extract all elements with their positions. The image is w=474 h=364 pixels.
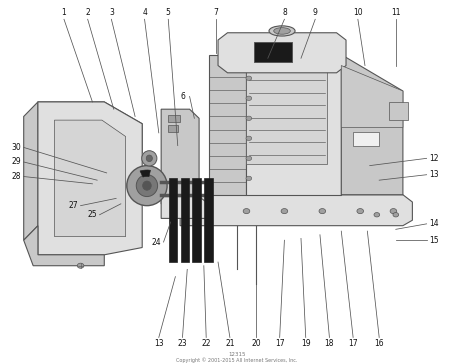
Text: 29: 29 [12, 158, 21, 166]
Text: 8: 8 [282, 8, 287, 17]
Text: 5: 5 [166, 8, 171, 17]
Polygon shape [38, 102, 142, 255]
Polygon shape [24, 102, 38, 240]
Text: 7: 7 [213, 8, 218, 17]
Polygon shape [341, 66, 403, 127]
Text: 3: 3 [109, 8, 114, 17]
Bar [204, 178, 213, 262]
Polygon shape [161, 109, 199, 204]
Polygon shape [209, 55, 246, 195]
Text: 18: 18 [325, 340, 334, 348]
Circle shape [246, 156, 252, 161]
Polygon shape [341, 55, 403, 195]
Text: 17: 17 [275, 340, 284, 348]
Bar [168, 125, 178, 132]
Text: 19: 19 [301, 340, 310, 348]
Ellipse shape [146, 155, 152, 162]
Text: 2: 2 [85, 8, 90, 17]
Circle shape [205, 209, 212, 214]
Text: 12: 12 [429, 154, 438, 163]
Text: 9: 9 [313, 8, 318, 17]
Bar [181, 178, 189, 262]
Ellipse shape [273, 28, 290, 34]
Text: 28: 28 [12, 172, 21, 181]
Polygon shape [55, 120, 126, 237]
Text: 11: 11 [391, 8, 401, 17]
Circle shape [319, 209, 326, 214]
Polygon shape [246, 44, 341, 195]
Text: 12315: 12315 [228, 352, 246, 357]
Circle shape [246, 116, 252, 120]
Circle shape [246, 136, 252, 141]
Circle shape [390, 209, 397, 214]
Text: 27: 27 [69, 201, 78, 210]
Text: 15: 15 [429, 236, 438, 245]
Ellipse shape [142, 151, 157, 166]
Polygon shape [389, 102, 408, 120]
Polygon shape [218, 33, 346, 73]
Circle shape [246, 76, 252, 80]
Text: 6: 6 [180, 92, 185, 101]
Text: 1: 1 [62, 8, 66, 17]
Text: 14: 14 [429, 219, 438, 228]
Text: 23: 23 [178, 340, 187, 348]
Polygon shape [180, 195, 412, 226]
Text: 13: 13 [429, 170, 438, 179]
Polygon shape [246, 66, 327, 164]
Ellipse shape [143, 181, 151, 190]
Circle shape [77, 263, 84, 268]
Polygon shape [38, 102, 142, 153]
Wedge shape [140, 170, 150, 177]
Circle shape [281, 209, 288, 214]
Text: 13: 13 [154, 340, 164, 348]
Text: 20: 20 [251, 340, 261, 348]
Polygon shape [161, 197, 209, 218]
Text: 4: 4 [142, 8, 147, 17]
Bar [254, 42, 292, 62]
Text: 16: 16 [374, 340, 384, 348]
Ellipse shape [269, 26, 295, 36]
Bar [353, 132, 379, 146]
Text: 21: 21 [225, 340, 235, 348]
Text: 17: 17 [348, 340, 358, 348]
Circle shape [243, 209, 250, 214]
Text: 22: 22 [201, 340, 211, 348]
Circle shape [246, 96, 252, 100]
Circle shape [246, 176, 252, 181]
Circle shape [393, 213, 399, 217]
Text: 25: 25 [88, 210, 97, 219]
Circle shape [374, 213, 380, 217]
Bar [168, 115, 180, 122]
Ellipse shape [137, 175, 157, 197]
Circle shape [357, 209, 364, 214]
Bar [169, 178, 177, 262]
Text: 30: 30 [12, 143, 21, 152]
Ellipse shape [127, 166, 167, 206]
Text: Copyright © 2001-2015 All Internet Services, Inc.: Copyright © 2001-2015 All Internet Servi… [176, 357, 298, 363]
Polygon shape [24, 226, 104, 266]
Bar [192, 178, 201, 262]
Text: 24: 24 [152, 238, 161, 246]
Text: 10: 10 [353, 8, 363, 17]
